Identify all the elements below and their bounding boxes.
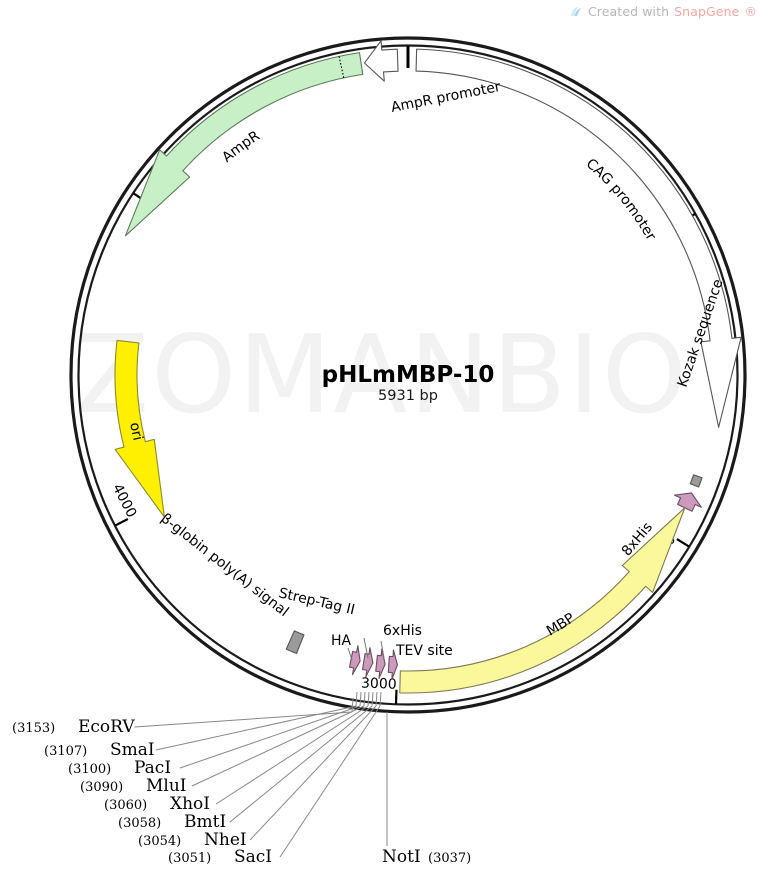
restriction-site-leader	[279, 705, 381, 858]
credit-superscript: ®	[744, 4, 757, 19]
feature-leader-line	[380, 640, 385, 659]
feature-leader-line	[363, 637, 369, 659]
restriction-site-name[interactable]: SacI	[234, 847, 272, 867]
restriction-site-tick	[355, 691, 358, 707]
feature-strep-tag-ii[interactable]	[362, 647, 374, 678]
restriction-site-tick	[363, 691, 366, 707]
feature-label: ori	[126, 421, 145, 442]
restriction-site-position: (3107)	[44, 744, 87, 759]
feature-beta-globin-poly-a-signal[interactable]	[285, 630, 305, 655]
restriction-site-tick	[371, 691, 374, 707]
restriction-site-tick	[375, 691, 378, 707]
plasmid-size: 5931 bp	[378, 388, 438, 404]
feature-6xhis[interactable]	[375, 648, 386, 679]
ampr-signal-peptide-divider	[338, 56, 345, 78]
page-title: pHLmMBP-10	[322, 362, 495, 388]
restriction-site-leader	[155, 705, 357, 751]
credit-brand: SnapGene	[674, 4, 740, 19]
restriction-site-leader	[229, 705, 373, 823]
restriction-site-leader	[249, 705, 377, 841]
restriction-site-position: (3100)	[68, 762, 111, 777]
feature-leader-line	[347, 647, 353, 661]
restriction-site-name[interactable]: MluI	[146, 776, 187, 796]
feature-label: HA	[331, 633, 352, 649]
feature-label: TEV site	[395, 643, 453, 659]
snapgene-credit: Created with SnapGene ®	[569, 4, 757, 19]
watermark-text: ZOMANBIO	[75, 313, 689, 438]
feature-label: AmpR	[219, 128, 263, 166]
restriction-site-position: (3054)	[138, 834, 181, 849]
feature-label: β-globin poly(A) signal	[158, 511, 292, 621]
restriction-site-name[interactable]: BmtI	[184, 812, 226, 832]
feature-mbp[interactable]	[399, 507, 686, 694]
feature-ampr-promoter[interactable]	[363, 40, 399, 82]
restriction-site-tick	[359, 691, 362, 707]
credit-prefix: Created with	[587, 4, 670, 19]
restriction-site-name[interactable]: XhoI	[170, 794, 210, 814]
feature-layer	[114, 40, 742, 694]
restriction-site-position: (3153)	[12, 721, 55, 736]
restriction-site-position: (3058)	[118, 816, 161, 831]
feature-8xhis[interactable]	[673, 492, 702, 512]
restriction-site-name[interactable]: NheI	[204, 830, 247, 850]
restriction-site-position: (3060)	[104, 798, 147, 813]
restriction-site-name[interactable]: SmaI	[110, 740, 155, 760]
restriction-site-position: (3090)	[80, 780, 123, 795]
restriction-site-tick	[367, 691, 370, 707]
restriction-site-position: (3037)	[428, 851, 471, 866]
feature-label: AmpR promoter	[390, 79, 502, 116]
restriction-site-leader	[179, 705, 361, 769]
restriction-site-tick	[379, 691, 382, 707]
feature-cag-promoter[interactable]	[415, 48, 742, 428]
feature-ampr[interactable]	[124, 52, 364, 237]
restriction-site-tick	[351, 697, 354, 713]
restriction-site-name[interactable]: PacI	[134, 758, 171, 778]
feature-ori[interactable]	[114, 339, 165, 518]
restriction-site-position: (3051)	[168, 851, 211, 866]
restriction-site-name[interactable]: EcoRV	[78, 717, 135, 737]
feature-label: 6xHis	[383, 623, 422, 639]
feature-kozak-sequence[interactable]	[689, 474, 703, 488]
plasmid-backbone	[69, 36, 747, 714]
snapgene-logo-icon	[569, 5, 583, 19]
feature-ha[interactable]	[348, 645, 361, 676]
feature-label: Strep-Tag II	[277, 585, 356, 618]
feature-tev-site[interactable]	[387, 649, 398, 680]
restriction-site-leader	[215, 705, 369, 805]
restriction-site-name[interactable]: NotI	[382, 847, 421, 867]
restriction-site-layer: (3153) EcoRV (3107) SmaI (3100) PacI (3090) Mlu…	[12, 691, 471, 867]
restriction-site-leader	[191, 705, 365, 787]
ruler-tick-label: 4000	[109, 481, 140, 520]
ruler-tick-label: 3000	[361, 675, 397, 692]
